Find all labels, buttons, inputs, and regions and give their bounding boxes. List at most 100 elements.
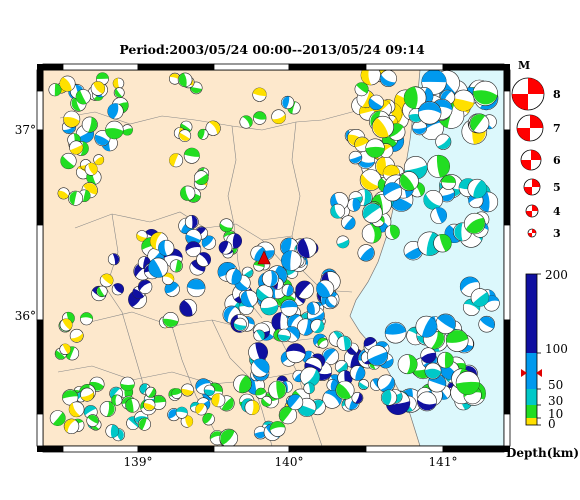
focal-mechanism-marker [299,366,320,387]
focal-mechanism-marker [205,120,221,136]
frame-segment [36,224,44,321]
lon-label-141: 141° [429,455,458,469]
mag-label-3: 3 [553,227,561,240]
frame-segment [62,63,139,71]
focal-mechanism-marker [371,115,395,139]
focal-mechanism-marker [80,312,94,326]
focal-mechanism-marker [143,398,156,412]
focal-mechanism-marker [59,343,71,355]
focal-mechanism-marker [178,129,192,142]
focal-mechanism-marker [384,321,407,344]
focal-mechanism-marker [271,109,286,124]
focal-mechanism-marker [306,301,321,315]
focal-mechanism-marker [382,182,403,202]
frame-segment [288,63,367,71]
focal-mechanism-marker [287,394,304,411]
focal-mechanism-marker [403,86,427,110]
focal-mechanism-marker [136,230,148,242]
focal-mechanism-marker [261,395,272,407]
focal-mechanism-marker [196,252,211,267]
focal-mechanism-marker [171,388,183,399]
depth-colorbar-outline [525,273,538,426]
focal-mechanism-marker [348,150,363,165]
focal-mechanism-marker [295,280,314,300]
mag-item-8: 8 [511,77,561,111]
focal-mechanism-marker [358,379,369,390]
focal-mechanism-marker [225,268,242,285]
focal-mechanism-marker [107,253,120,266]
focal-mechanism-marker [248,342,269,363]
focal-mechanism-marker [435,313,456,334]
focal-mechanism-marker [202,413,215,426]
lon-label-140: 140° [275,455,304,469]
focal-mechanism-marker [162,272,175,286]
focal-mechanism-marker [184,214,199,229]
focal-mechanism-marker [433,234,452,253]
focal-mechanism-marker [121,124,133,136]
focal-mechanism-marker [285,343,306,364]
frame-segment [36,129,44,226]
frame-segment [365,63,444,71]
frame-corner [37,64,43,70]
focal-mechanism-marker [296,237,317,259]
focal-mechanism-marker [99,400,116,417]
focal-mechanism-marker [268,380,287,400]
frame-segment [503,224,511,321]
focal-mechanism-marker [253,111,267,125]
mag-item-6: 6 [520,149,561,171]
focal-mechanism-marker [175,406,188,419]
focal-mechanism-marker [253,426,268,440]
focal-mechanism-marker [169,259,183,273]
focal-mechanism-marker [325,295,338,308]
frame-corner [504,446,510,452]
focal-mechanism-marker [211,393,226,408]
focal-mechanism-marker [185,241,202,258]
focal-mechanism-marker [336,235,350,249]
frame-segment [42,63,64,71]
focal-mechanism-marker [478,315,496,333]
focal-mechanism-marker [377,374,396,393]
focal-mechanism-marker [162,311,179,328]
focal-mechanism-marker [472,80,498,106]
focal-mechanism-marker [180,415,194,428]
focal-mechanism-marker [347,198,361,212]
frame-segment [42,445,64,453]
focal-mechanism-marker [277,328,291,343]
focal-mechanism-marker [250,358,270,378]
focal-mechanism-marker [112,77,125,90]
focal-mechanism-marker [138,417,152,431]
focal-mechanism-marker [368,94,384,111]
focal-mechanism-marker [63,110,81,128]
depth-band [526,274,537,353]
focal-mechanism-marker [281,284,295,297]
focal-mechanism-marker [467,178,487,199]
depth-label-50: 50 [548,378,563,392]
focal-mechanism-marker [240,290,258,308]
frame-corner [37,446,43,452]
frame-segment [137,445,215,453]
focal-mechanism-marker [177,72,193,88]
focal-mechanism-marker [63,418,80,434]
map-frame [36,63,511,453]
focal-mechanism-marker [62,389,79,406]
focal-mechanism-marker [218,240,233,255]
frame-segment [36,90,44,131]
magnitude-legend: M 8 7 6 5 4 3 [511,59,561,240]
focal-mechanism-marker [336,335,352,351]
focal-mechanism-marker [120,376,135,392]
focal-mechanism-marker [137,279,153,294]
focal-mechanism-marker [59,75,76,92]
mag-label-4: 4 [553,205,561,218]
depth-band [526,389,537,405]
frame-segment [36,69,44,92]
focal-mechanism-marker [384,224,400,240]
focal-mechanism-marker [418,101,442,125]
event-markers [48,70,500,446]
depth-label-200: 200 [545,268,568,282]
focal-mechanism-marker [469,113,490,134]
frame-segment [442,63,505,71]
frame-segment [503,413,511,447]
lat-label-36: 36° [15,309,36,323]
focal-mechanism-marker [201,235,216,250]
mag-item-3: 3 [527,227,561,240]
